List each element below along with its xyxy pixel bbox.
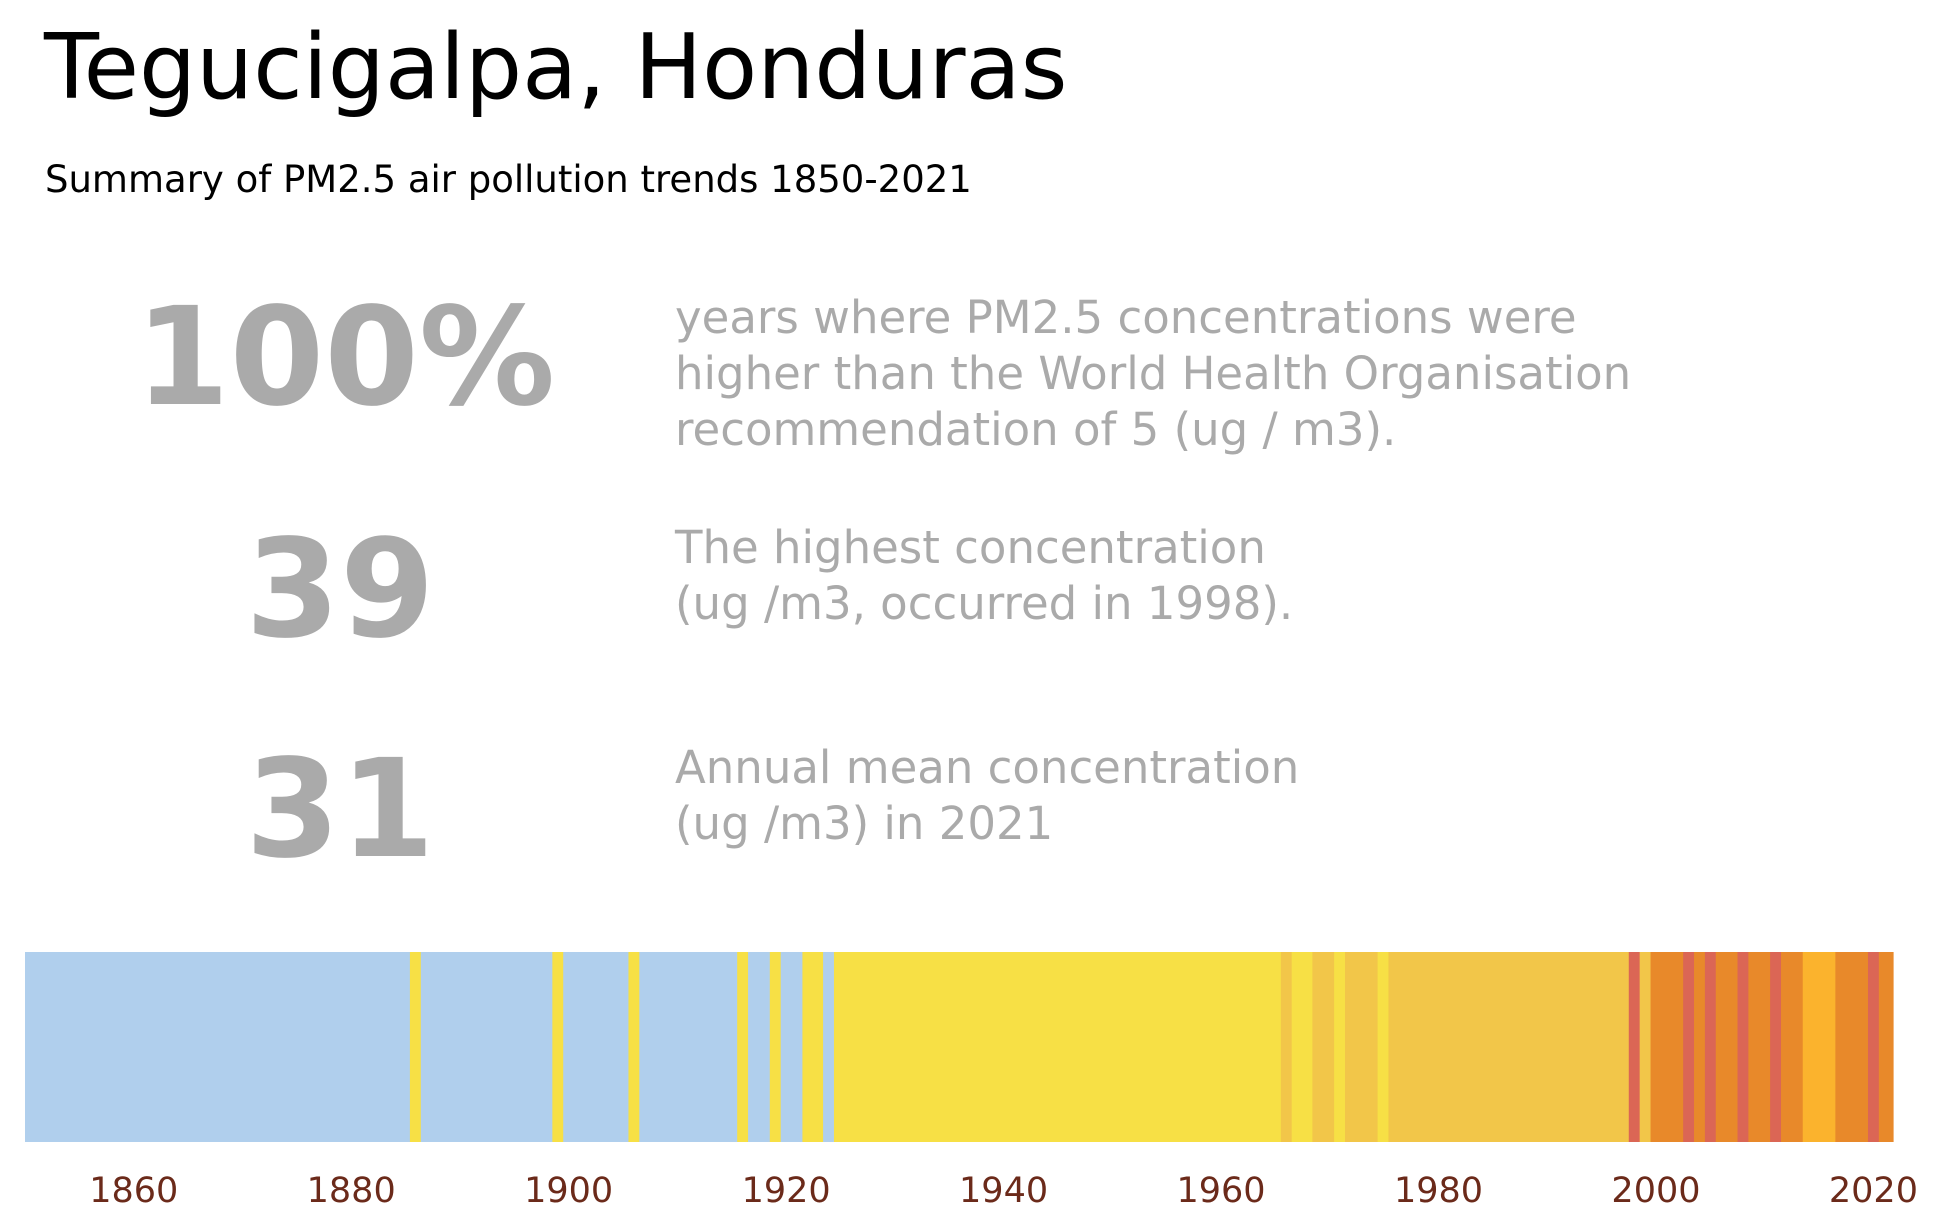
stripe-24 (1683, 952, 1695, 1142)
stripe-23 (1650, 952, 1684, 1142)
stripe-16 (1312, 952, 1335, 1142)
x-tick-label-1920: 1920 (742, 1171, 831, 1211)
stripe-8 (748, 952, 771, 1142)
stripe-19 (1377, 952, 1390, 1142)
stripe-21 (1628, 952, 1641, 1142)
stripe-14 (1280, 952, 1293, 1142)
stat-description-line: years where PM2.5 concentrations were (675, 291, 1577, 344)
x-tick-label-1980: 1980 (1394, 1171, 1483, 1211)
stripe-31 (1781, 952, 1804, 1142)
stripe-10 (780, 952, 804, 1142)
stat-description-line: higher than the World Health Organisatio… (675, 347, 1632, 400)
stripe-2 (420, 952, 553, 1142)
stripe-1 (409, 952, 422, 1142)
stripe-30 (1770, 952, 1782, 1142)
stat-description-line: recommendation of 5 (ug / m3). (675, 403, 1397, 456)
stat-description-annual-mean: Annual mean concentration (ug /m3) in 20… (675, 740, 1299, 852)
stripe-25 (1694, 952, 1706, 1142)
x-tick-label-1940: 1940 (959, 1171, 1048, 1211)
page-subtitle: Summary of PM2.5 air pollution trends 18… (45, 158, 972, 201)
stripe-33 (1835, 952, 1869, 1142)
stripe-group (25, 952, 1894, 1142)
stripe-7 (737, 952, 749, 1142)
stripe-4 (563, 952, 630, 1142)
stripe-5 (628, 952, 640, 1142)
stat-value-highest: 39 (245, 511, 435, 669)
pollution-stripes-chart: 1860 1880 1900 1920 1940 1960 1980 2000 2020 (25, 952, 1918, 1211)
x-tick-label-1860: 1860 (89, 1171, 178, 1211)
stripe-3 (552, 952, 564, 1142)
page-title: Tegucigalpa, Honduras (44, 15, 1068, 120)
stat-description-highest: The highest concentration (ug /m3, occur… (675, 520, 1293, 632)
stripe-6 (639, 952, 738, 1142)
x-axis: 1860 1880 1900 1920 1940 1960 1980 2000 2020 (89, 1171, 1918, 1211)
stripe-27 (1715, 952, 1739, 1142)
stripe-29 (1748, 952, 1771, 1142)
stripe-22 (1639, 952, 1652, 1142)
stripe-18 (1345, 952, 1379, 1142)
x-tick-label-1900: 1900 (524, 1171, 613, 1211)
x-tick-label-1880: 1880 (307, 1171, 396, 1211)
stat-description-exceedance: years where PM2.5 concentrations were hi… (675, 290, 1631, 458)
x-tick-label-1960: 1960 (1177, 1171, 1266, 1211)
x-tick-label-2000: 2000 (1611, 1171, 1700, 1211)
x-tick-label-2020: 2020 (1829, 1171, 1918, 1211)
stripe-0 (25, 952, 411, 1142)
stripe-12 (823, 952, 835, 1142)
stripe-34 (1867, 952, 1880, 1142)
stat-description-line: (ug /m3) in 2021 (675, 797, 1054, 850)
stat-description-line: The highest concentration (675, 521, 1266, 574)
stat-description-line: (ug /m3, occurred in 1998). (675, 577, 1294, 630)
stat-value-exceedance: 100% (135, 279, 556, 437)
stripe-15 (1291, 952, 1313, 1142)
stripe-26 (1704, 952, 1717, 1142)
stripe-28 (1737, 952, 1749, 1142)
stripe-17 (1334, 952, 1346, 1142)
stripe-13 (833, 952, 1282, 1142)
stripe-35 (1878, 952, 1894, 1142)
stripe-11 (802, 952, 824, 1142)
stripe-20 (1388, 952, 1630, 1142)
stripe-32 (1802, 952, 1836, 1142)
stat-description-line: Annual mean concentration (675, 741, 1300, 794)
stat-value-annual-mean: 31 (245, 731, 435, 889)
stripe-9 (769, 952, 782, 1142)
